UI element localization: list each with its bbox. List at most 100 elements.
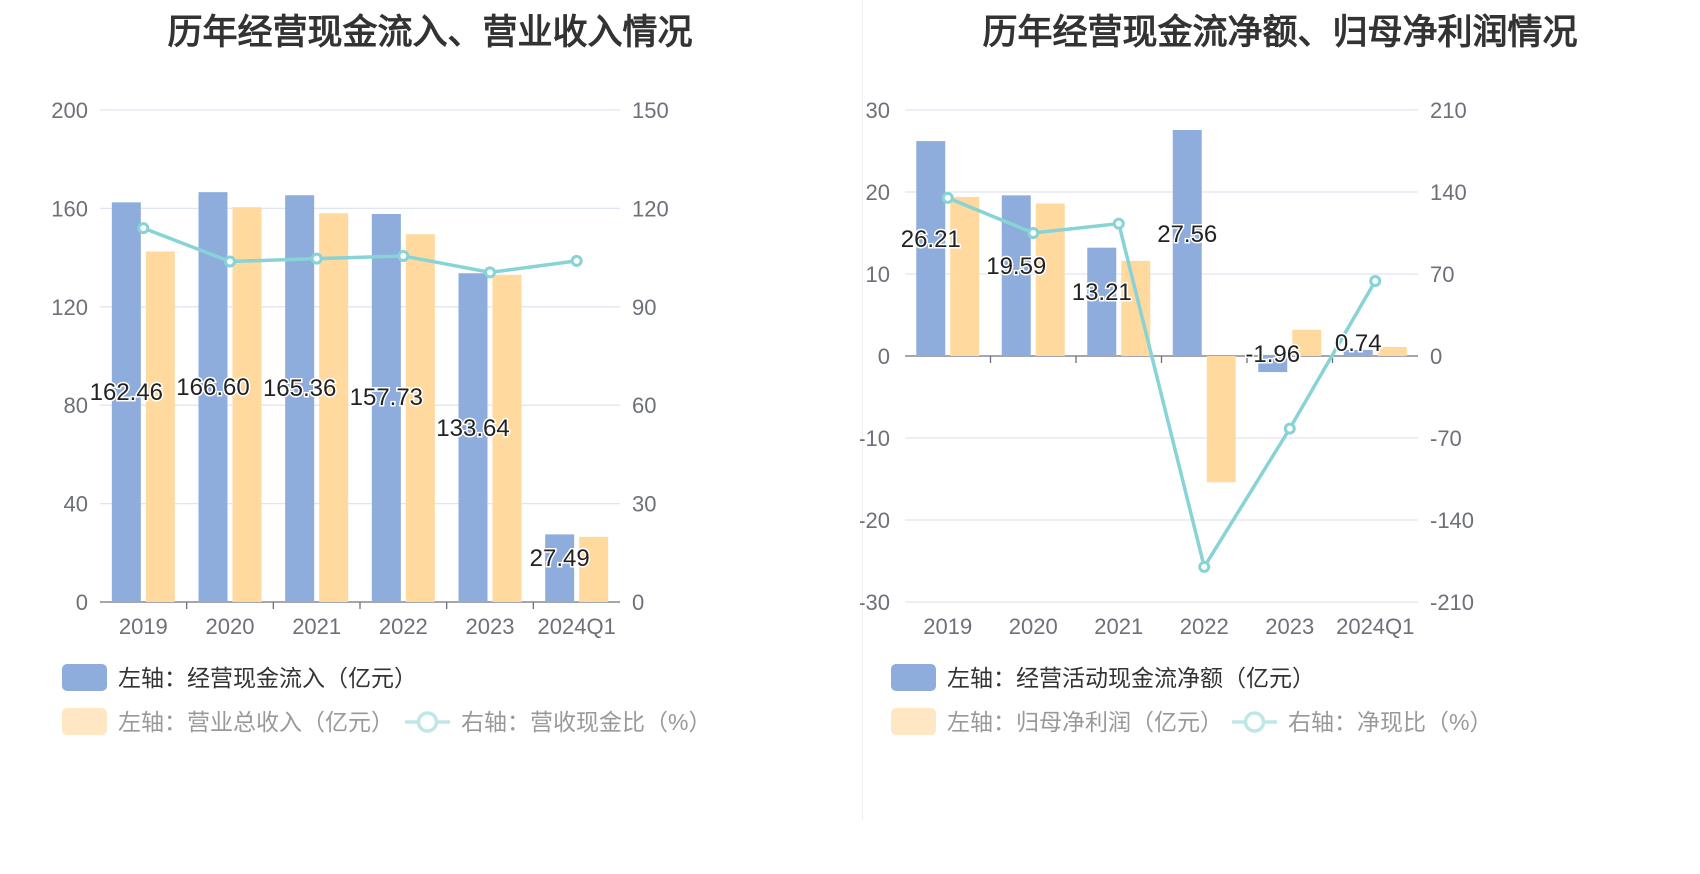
bar-secondary (319, 213, 349, 602)
right-axis-tick-label: 70 (1430, 262, 1454, 287)
x-axis-category-label: 2022 (379, 614, 428, 639)
bar-data-label: 157.73 (350, 384, 423, 411)
bar-primary (545, 534, 575, 602)
chart-title: 历年经营现金流入、营业收入情况 (167, 13, 693, 52)
legend-marker-icon (416, 711, 439, 733)
bar-secondary (1377, 346, 1407, 356)
right-axis-tick-label: -210 (1430, 590, 1474, 615)
bar-secondary (1206, 356, 1236, 483)
legend-label-primary: 左轴：经营活动现金流净额（亿元） (947, 665, 1315, 691)
bar-secondary (145, 251, 175, 602)
bar-data-label: 165.36 (263, 375, 336, 402)
bar-primary (1087, 247, 1117, 356)
ratio-point (1027, 227, 1040, 239)
chart-cash-inflow-revenue: 0 0 40 30 80 60 120 90 160 120 200 150 2019 2020 2021 2… (51, 98, 711, 735)
legend-swatch-primary (891, 664, 936, 691)
left-axis-tick-label: 30 (866, 98, 890, 123)
bar-primary (1343, 349, 1373, 356)
right-axis-tick-label: 0 (632, 590, 644, 615)
x-axis-category-label: 2024Q1 (538, 614, 616, 639)
chart-panel-cash-inflow: 历年经营现金流入、营业收入情况 0 0 40 30 80 60 120 90 160 120 200… (51, 13, 711, 735)
right-axis-tick-label: -140 (1430, 508, 1474, 533)
left-axis-tick-label: 80 (64, 393, 88, 418)
legend-label-secondary: 左轴：营业总收入（亿元） (118, 709, 394, 735)
legend-label-primary: 左轴：经营现金流入（亿元） (118, 665, 417, 691)
bar-secondary (405, 234, 435, 603)
bar-data-label: 166.60 (176, 374, 249, 401)
x-axis-category-label: 2020 (206, 614, 255, 639)
ratio-point (224, 255, 236, 268)
bar-secondary (232, 207, 262, 603)
bar-data-label: -1.96 (1245, 341, 1300, 368)
right-axis-tick-label: 60 (632, 393, 656, 418)
bar-secondary (1292, 329, 1322, 356)
chart-title: 历年经营现金流净额、归母净利润情况 (982, 13, 1578, 52)
x-axis-category-label: 2021 (292, 614, 341, 639)
legend-label-line: 右轴：营收现金比（%） (461, 709, 711, 735)
x-axis-category-label: 2024Q1 (1336, 614, 1414, 639)
bar-primary (1172, 130, 1202, 356)
right-axis-tick-label: 210 (1430, 98, 1467, 123)
legend-swatch-secondary (891, 708, 936, 735)
chart-net-cashflow-profit: -30 -210 -20 -140 -10 -70 0 0 10 70 20 140 30 210 2019… (860, 98, 1492, 735)
ratio-line (142, 226, 577, 275)
right-axis-tick-label: 120 (632, 196, 669, 221)
bar-primary (916, 141, 946, 356)
left-axis-tick-label: 40 (64, 492, 88, 517)
ratio-point (941, 191, 954, 204)
legend-swatch-secondary (62, 708, 107, 735)
plot-group: -30 -210 -20 -140 -10 -70 0 0 10 70 20 140 30 210 2019… (860, 98, 1492, 735)
plot-group: 0 0 40 30 80 60 120 90 160 120 200 150 2019 2020 2021 2… (51, 98, 711, 735)
bar-data-label: 13.21 (1072, 279, 1132, 306)
legend-label-line: 右轴：净现比（%） (1288, 709, 1492, 735)
ratio-point (1198, 560, 1211, 573)
bar-secondary (579, 536, 609, 602)
right-axis-tick-label: 150 (632, 98, 669, 123)
ratio-line (947, 196, 1377, 572)
bar-data-label: 133.64 (436, 415, 509, 442)
left-axis-tick-label: -30 (860, 590, 890, 615)
left-axis-tick-label: 160 (51, 196, 88, 221)
legend-marker-icon (1243, 711, 1266, 733)
left-axis-tick-label: 0 (878, 344, 890, 369)
bar-data-label: 27.56 (1157, 221, 1217, 248)
panel-divider (862, 0, 863, 820)
bar-primary (371, 213, 401, 603)
bar-secondary (950, 196, 980, 356)
x-axis-category-label: 2019 (119, 614, 168, 639)
bar-data-label: 19.59 (986, 253, 1046, 280)
left-axis-tick-label: 20 (866, 180, 890, 205)
left-axis-tick-label: 10 (866, 262, 890, 287)
right-axis-tick-label: -70 (1430, 426, 1462, 451)
x-axis-category-label: 2020 (1009, 614, 1058, 639)
right-axis-tick-label: 0 (1430, 344, 1442, 369)
bar-primary (458, 273, 488, 602)
bar-primary (111, 202, 141, 603)
right-axis-tick-label: 90 (632, 295, 656, 320)
bar-secondary (492, 274, 522, 602)
ratio-point (1369, 275, 1382, 288)
chart-panel-net-cashflow: 历年经营现金流净额、归母净利润情况 -30 -210 -20 -140 -10 -70 0 0… (860, 0, 1700, 874)
ratio-point (570, 254, 583, 267)
bar-data-label: 0.74 (1335, 330, 1382, 357)
x-axis-category-label: 2023 (466, 614, 515, 639)
bar-primary (285, 195, 315, 602)
bar-primary (1258, 356, 1288, 373)
x-axis-category-label: 2021 (1094, 614, 1143, 639)
bar-secondary (1121, 260, 1151, 356)
bar-data-label: 162.46 (90, 379, 163, 406)
x-axis-category-label: 2022 (1180, 614, 1229, 639)
ratio-point (1283, 422, 1296, 435)
legend-swatch-primary (62, 664, 107, 691)
ratio-point (137, 222, 150, 235)
legend-label-secondary: 左轴：归母净利润（亿元） (947, 709, 1223, 735)
ratio-point (310, 252, 323, 265)
left-axis-tick-label: 120 (51, 295, 88, 320)
ratio-point (484, 266, 496, 279)
left-axis-tick-label: -20 (860, 508, 890, 533)
right-axis-tick-label: 140 (1430, 180, 1467, 205)
bar-data-label: 26.21 (901, 226, 961, 253)
right-axis-tick-label: 30 (632, 492, 656, 517)
x-axis-category-label: 2019 (923, 614, 972, 639)
left-axis-tick-label: -10 (860, 426, 890, 451)
